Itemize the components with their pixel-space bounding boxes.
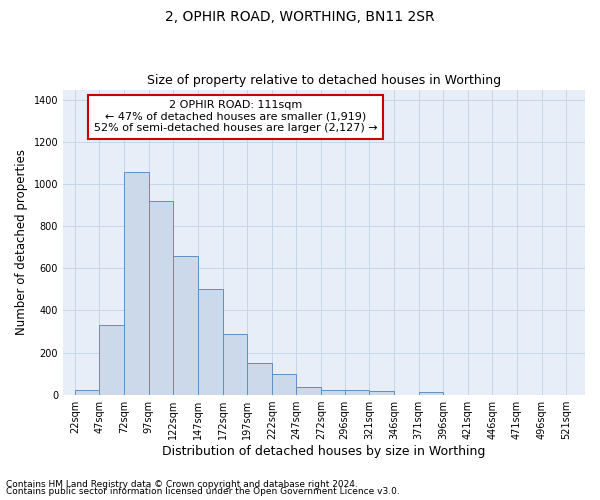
Bar (370, 392, 394, 394)
Text: 2 OPHIR ROAD: 111sqm
← 47% of detached houses are smaller (1,919)
52% of semi-de: 2 OPHIR ROAD: 111sqm ← 47% of detached h… (94, 100, 377, 134)
Text: 2, OPHIR ROAD, WORTHING, BN11 2SR: 2, OPHIR ROAD, WORTHING, BN11 2SR (165, 10, 435, 24)
Bar (321, 390, 346, 394)
Text: Contains public sector information licensed under the Open Government Licence v3: Contains public sector information licen… (6, 487, 400, 496)
Y-axis label: Number of detached properties: Number of detached properties (15, 149, 28, 335)
Bar (272, 374, 296, 394)
Bar (345, 390, 370, 394)
Bar (247, 363, 272, 394)
Bar (100, 325, 124, 394)
Bar (296, 387, 321, 394)
Title: Size of property relative to detached houses in Worthing: Size of property relative to detached ho… (147, 74, 501, 87)
Bar (173, 256, 198, 394)
Text: Contains HM Land Registry data © Crown copyright and database right 2024.: Contains HM Land Registry data © Crown c… (6, 480, 358, 489)
Bar (149, 201, 173, 394)
Bar (124, 172, 149, 394)
X-axis label: Distribution of detached houses by size in Worthing: Distribution of detached houses by size … (163, 444, 486, 458)
Bar (198, 290, 223, 395)
Bar (223, 334, 247, 394)
Bar (75, 390, 100, 394)
Bar (419, 392, 443, 394)
